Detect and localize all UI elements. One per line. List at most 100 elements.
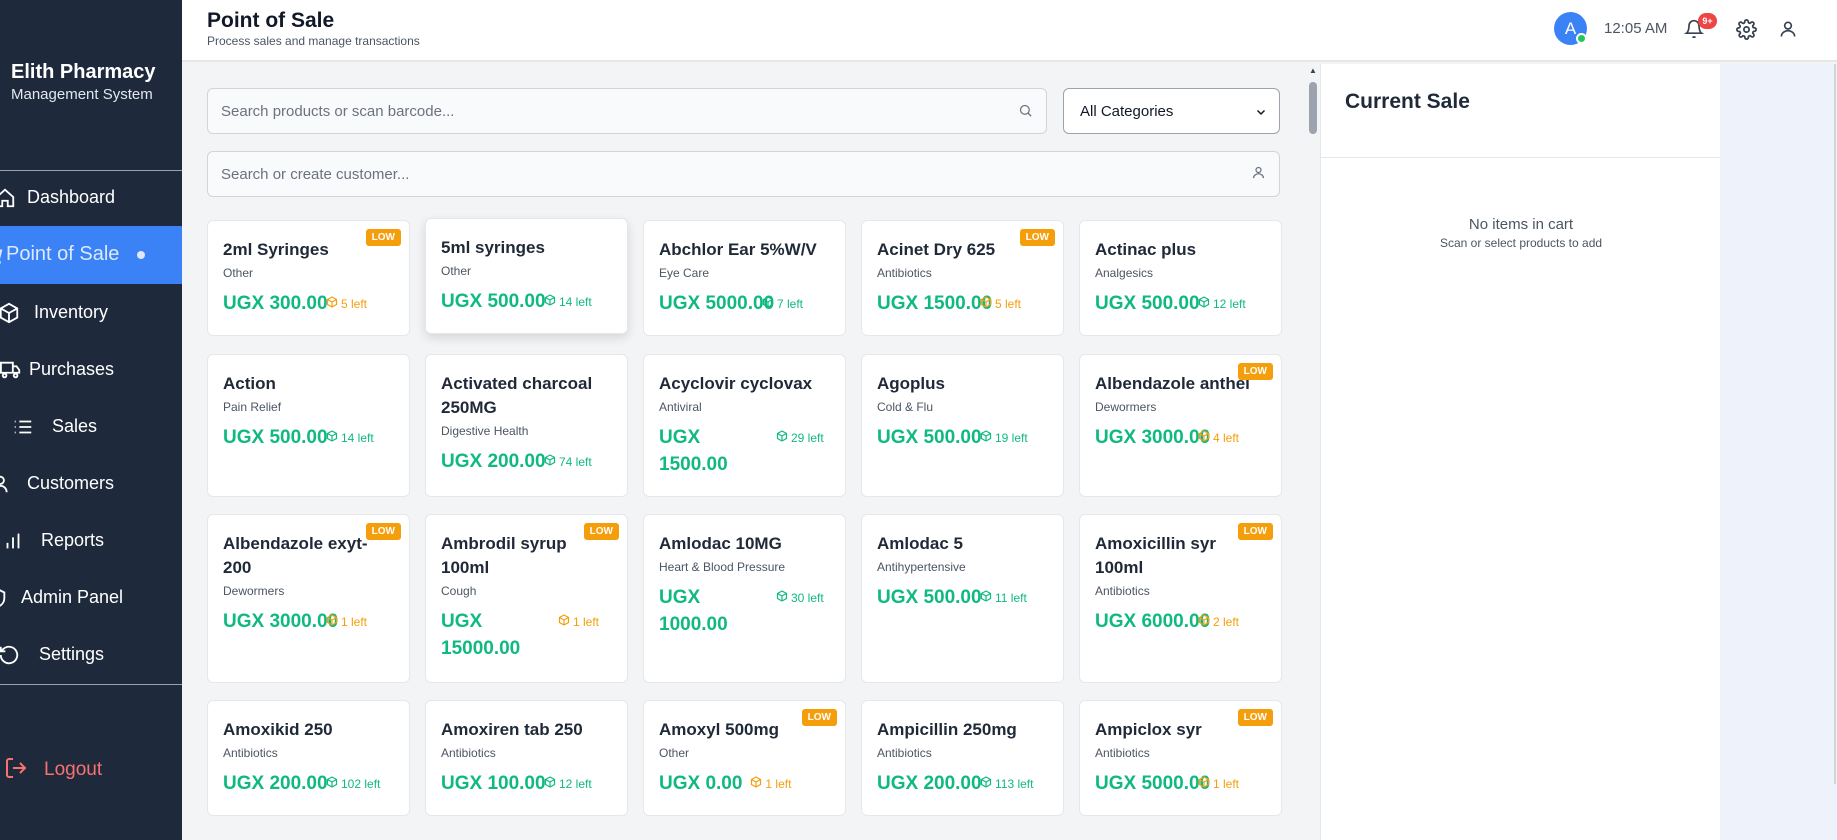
stock-count: 12 left: [1213, 297, 1246, 311]
product-card[interactable]: Albendazole anthel LOW Dewormers UGX 3000.0…: [1079, 354, 1282, 497]
stock-count: 29 left: [791, 431, 824, 445]
low-stock-badge: LOW: [1019, 229, 1055, 246]
scrollbar-thumb[interactable]: [1309, 82, 1317, 134]
stock-box-icon: [326, 430, 338, 446]
product-card[interactable]: Agoplus Cold & Flu UGX 500.00 19 left: [861, 354, 1064, 497]
category-select[interactable]: All Categories: [1063, 88, 1280, 134]
user-icon[interactable]: [1776, 17, 1800, 41]
stock-indicator: 29 left: [776, 430, 826, 446]
stock-count: 2 left: [1213, 615, 1240, 629]
low-stock-badge: LOW: [1237, 709, 1273, 726]
product-category: Pain Relief: [223, 400, 282, 414]
product-price: UGX 5000.00: [1095, 773, 1211, 794]
stock-count: 113 left: [995, 777, 1034, 791]
product-card[interactable]: Action Pain Relief UGX 500.00 14 left: [207, 354, 410, 497]
stock-box-icon: [544, 776, 556, 792]
product-card[interactable]: Ampiclox syr LOW Antibiotics UGX 5000.00 1 l…: [1079, 700, 1282, 816]
product-card[interactable]: Abchlor Ear 5%W/V Eye Care UGX 5000.00 7 le…: [643, 220, 846, 336]
stock-count: 74 left: [559, 455, 592, 469]
scroll-up-arrow-icon[interactable]: ▲: [1309, 66, 1317, 75]
gear-icon[interactable]: [1734, 17, 1758, 41]
logout-label: Logout: [44, 759, 103, 780]
stock-count: 1 left: [573, 615, 600, 629]
product-card[interactable]: Amlodac 5 Antihypertensive UGX 500.00 11 le…: [861, 514, 1064, 683]
stock-indicator: 14 left: [326, 430, 374, 446]
current-sale-panel: Current Sale No items in cart Scan or se…: [1320, 64, 1721, 840]
stock-box-icon: [762, 296, 774, 312]
stock-count: 1 left: [765, 777, 792, 791]
brand-subtitle: Management System: [11, 86, 153, 103]
product-card[interactable]: Ampicillin 250mg Antibiotics UGX 200.00 113…: [861, 700, 1064, 816]
sidebar-item-settings[interactable]: Settings: [0, 626, 182, 683]
product-card[interactable]: 2ml Syringes LOW Other UGX 300.00 5 left: [207, 220, 410, 336]
sidebar-item-admin-panel[interactable]: Admin Panel: [0, 569, 182, 626]
product-card[interactable]: Amoxyl 500mg LOW Other UGX 0.00 1 left: [643, 700, 846, 816]
product-category: Antibiotics: [877, 746, 932, 760]
product-name: Amoxikid 250: [223, 720, 333, 739]
product-name: Amoxyl 500mg: [659, 720, 779, 739]
stock-box-icon: [980, 776, 992, 792]
stock-count: 14 left: [559, 295, 592, 309]
product-category: Digestive Health: [441, 424, 529, 438]
stock-indicator: 113 left: [980, 776, 1033, 792]
stock-box-icon: [980, 296, 992, 312]
bar-chart-icon: [0, 528, 26, 554]
product-name: Acinet Dry 625: [877, 240, 996, 259]
stock-indicator: 1 left: [558, 614, 608, 630]
product-name: Ampiclox syr: [1095, 720, 1202, 739]
product-name: 2ml Syringes: [223, 240, 329, 259]
page-title: Point of Sale: [207, 9, 335, 32]
search-input[interactable]: Search products or scan barcode...: [207, 88, 1047, 134]
sidebar-item-sales[interactable]: Sales: [0, 398, 182, 455]
bell-icon[interactable]: [1682, 17, 1706, 41]
product-scrollbar[interactable]: [1306, 66, 1320, 840]
users-icon: [0, 471, 16, 497]
sidebar-item-point-of-sale[interactable]: Point of Sale: [0, 226, 188, 284]
sidebar-divider-bottom: [0, 684, 182, 685]
active-indicator-dot: [137, 251, 145, 259]
product-category: Cough: [441, 584, 477, 598]
sidebar-item-purchases[interactable]: Purchases: [0, 341, 182, 398]
product-card[interactable]: Ambrodil syrup 100ml LOW Cough UGX 15000.00…: [425, 514, 628, 683]
product-category: Other: [441, 264, 472, 278]
stock-count: 102 left: [341, 777, 381, 791]
window-scrollbar[interactable]: [1834, 64, 1836, 784]
sidebar-item-dashboard[interactable]: Dashboard: [0, 169, 182, 226]
product-card[interactable]: Acinet Dry 625 LOW Antibiotics UGX 1500.00 5…: [861, 220, 1064, 336]
product-category: Antibiotics: [1095, 746, 1150, 760]
product-name: Actinac plus: [1095, 240, 1197, 259]
product-card[interactable]: Amoxikid 250 Antibiotics UGX 200.00 102 lef…: [207, 700, 410, 816]
product-card[interactable]: Amoxicillin syr 100ml LOW Antibiotics UGX 6…: [1079, 514, 1282, 683]
stock-box-icon: [326, 776, 338, 792]
user-icon: [1251, 165, 1269, 183]
product-price: UGX 100.00: [441, 773, 546, 794]
stock-indicator: 4 left: [1198, 430, 1239, 446]
online-status-dot: [1576, 33, 1587, 44]
product-card[interactable]: Albendazole exyt-200 LOW Dewormers UGX 3000…: [207, 514, 410, 683]
stock-indicator: 1 left: [1198, 776, 1239, 792]
product-category: Cold & Flu: [877, 400, 934, 414]
product-card[interactable]: 5ml syringes Other UGX 500.00 14 left: [425, 218, 628, 334]
sidebar-item-customers[interactable]: Customers: [0, 455, 182, 512]
stock-indicator: 102 left: [326, 776, 380, 792]
product-card[interactable]: Amoxiren tab 250 Antibiotics UGX 100.00 12 …: [425, 700, 628, 816]
stock-box-icon: [1198, 776, 1210, 792]
sidebar-item-inventory[interactable]: Inventory: [0, 284, 182, 341]
stock-count: 19 left: [995, 431, 1028, 445]
sidebar-divider-top: [0, 170, 182, 171]
stock-indicator: 19 left: [980, 430, 1028, 446]
product-card[interactable]: Activated charcoal 250MG Digestive Health…: [425, 354, 628, 497]
stock-count: 5 left: [341, 297, 368, 311]
sidebar-item-reports[interactable]: Reports: [0, 512, 182, 569]
product-card[interactable]: Amlodac 10MG Heart & Blood Pressure UGX 10…: [643, 514, 846, 683]
brand: Elith Pharmacy Management System: [11, 60, 181, 105]
stock-box-icon: [750, 776, 762, 792]
product-card[interactable]: Acyclovir cyclovax Antiviral UGX 1500.00 29…: [643, 354, 846, 497]
stock-indicator: 11 left: [980, 590, 1027, 606]
product-card[interactable]: Actinac plus Analgesics UGX 500.00 12 left: [1079, 220, 1282, 336]
low-stock-badge: LOW: [583, 523, 619, 540]
stock-box-icon: [544, 454, 556, 470]
customer-search-input[interactable]: Search or create customer...: [207, 151, 1280, 197]
logout-button[interactable]: Logout: [0, 756, 182, 784]
stock-box-icon: [776, 430, 788, 446]
